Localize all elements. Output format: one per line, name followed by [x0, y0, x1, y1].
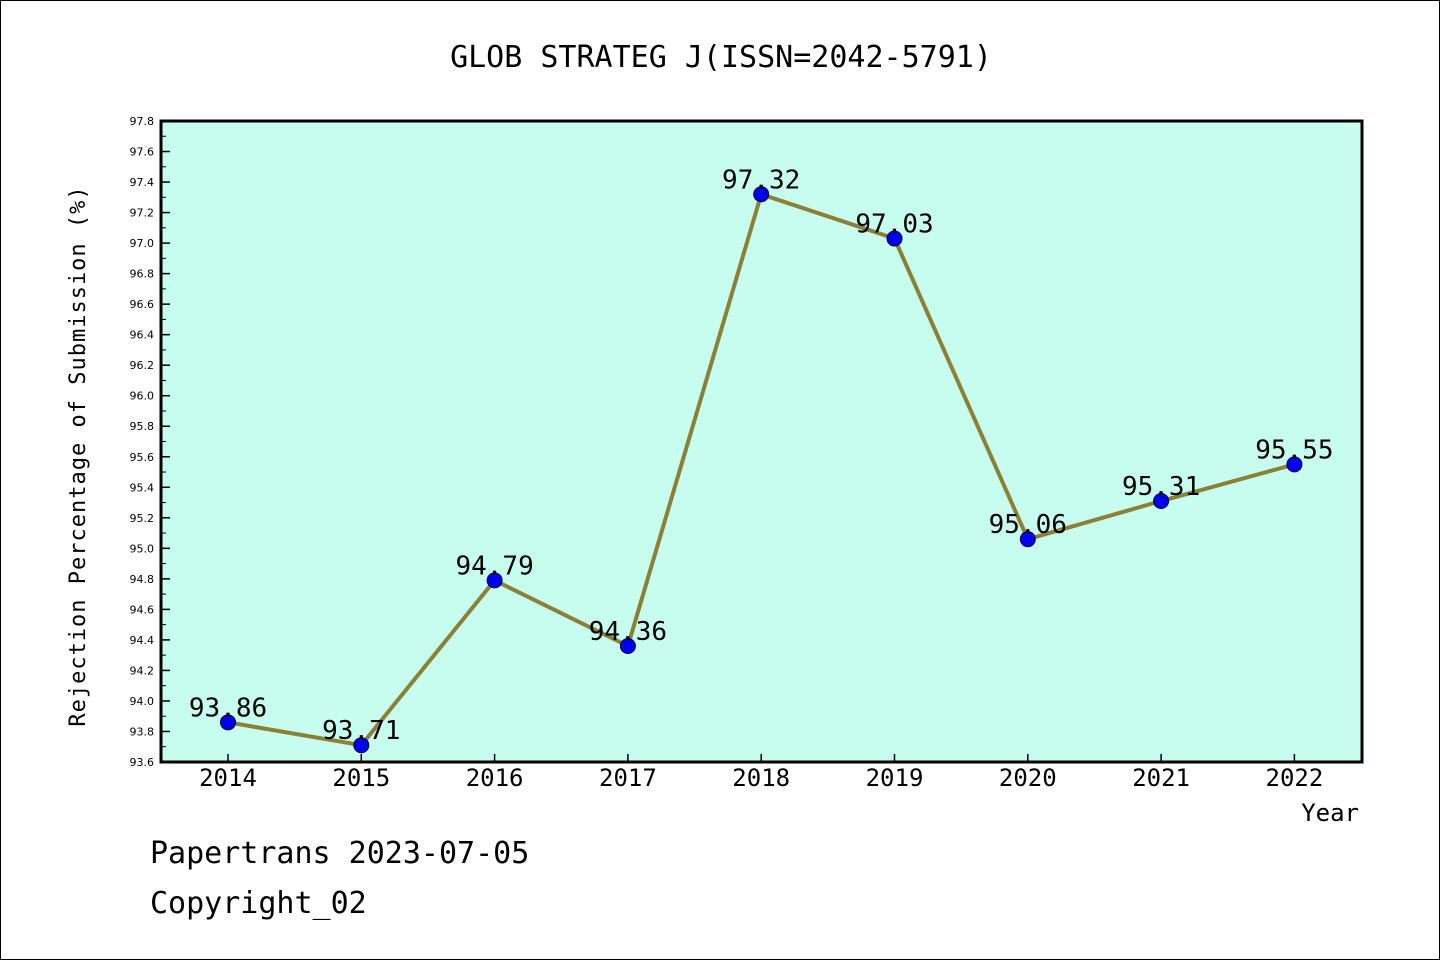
- y-tick-label: 96.2: [130, 359, 155, 372]
- x-tick-label: 2017: [599, 764, 657, 792]
- y-tick-label: 97.8: [130, 115, 155, 128]
- y-tick-label: 93.6: [130, 756, 155, 769]
- data-point: [886, 230, 903, 247]
- y-tick-label: 95.2: [130, 512, 155, 525]
- y-axis: 93.6 93.8 94.0 94.2 94.4 94.6 94.8 95.0 95.2 95.4…: [130, 115, 170, 769]
- footer-date: Papertrans 2023-07-05: [150, 836, 530, 871]
- data-label: 93.71: [322, 716, 400, 746]
- y-tick-label: 94.0: [130, 695, 155, 708]
- data-point: [353, 737, 370, 754]
- data-point: [619, 638, 636, 655]
- data-point: [1019, 531, 1036, 548]
- data-point: [753, 186, 770, 203]
- data-labels: 93.86 93.71 94.79 94.36 97.32 97.03 95.06 95.31…: [189, 165, 1334, 746]
- data-point: [1153, 493, 1170, 510]
- data-points: [220, 186, 1303, 754]
- y-tick-label: 94.2: [130, 664, 155, 677]
- chart-title: GLOB STRATEG J(ISSN=2042-5791): [450, 40, 992, 75]
- y-tick-label: 94.4: [130, 634, 155, 647]
- y-tick-label: 97.6: [130, 146, 155, 159]
- data-label: 95.06: [989, 510, 1067, 540]
- data-label: 97.03: [855, 210, 933, 240]
- y-tick-label: 97.2: [130, 207, 155, 220]
- x-tick-label: 2018: [732, 764, 790, 792]
- y-tick-label: 94.6: [130, 603, 155, 616]
- data-label: 95.31: [1122, 472, 1200, 502]
- x-tick-label: 2016: [466, 764, 524, 792]
- y-tick-label: 95.6: [130, 451, 155, 464]
- data-label: 93.86: [189, 693, 267, 723]
- y-tick-label: 95.4: [130, 481, 155, 494]
- y-tick-label: 94.8: [130, 573, 155, 586]
- data-label: 94.36: [589, 617, 667, 647]
- data-label: 97.32: [722, 165, 800, 195]
- footer-copyright: Copyright_02: [150, 886, 367, 921]
- x-tick-label: 2014: [199, 764, 257, 792]
- y-tick-label: 93.8: [130, 725, 155, 738]
- y-tick-label: 95.0: [130, 542, 155, 555]
- y-tick-label: 96.6: [130, 298, 155, 311]
- data-point: [486, 572, 503, 589]
- y-axis-label: Rejection Percentage of Submission (%): [66, 185, 91, 726]
- y-tick-label: 95.8: [130, 420, 155, 433]
- x-tick-label: 2022: [1266, 764, 1324, 792]
- x-tick-label: 2020: [999, 764, 1057, 792]
- data-label: 95.55: [1255, 435, 1333, 465]
- x-tick-label: 2015: [332, 764, 390, 792]
- plot-area: [159, 119, 1364, 764]
- y-tick-label: 96.0: [130, 390, 155, 403]
- data-label: 94.79: [455, 551, 533, 581]
- data-point: [1286, 456, 1303, 473]
- x-tick-label: 2021: [1132, 764, 1190, 792]
- x-axis-label: Year: [1301, 799, 1359, 827]
- x-tick-label: 2019: [866, 764, 924, 792]
- y-tick-label: 97.0: [130, 237, 155, 250]
- x-axis: 2014 2015 2016 2017 2018 2019 2020 2021 2022: [199, 754, 1323, 792]
- data-point: [220, 714, 236, 731]
- y-tick-label: 96.4: [130, 329, 155, 342]
- y-tick-label: 96.8: [130, 268, 155, 281]
- y-tick-label: 97.4: [130, 176, 155, 189]
